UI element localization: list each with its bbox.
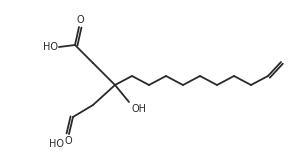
Text: OH: OH (131, 104, 146, 114)
Text: O: O (64, 136, 72, 146)
Text: HO: HO (48, 139, 64, 149)
Text: O: O (76, 15, 84, 25)
Text: HO: HO (43, 42, 58, 52)
